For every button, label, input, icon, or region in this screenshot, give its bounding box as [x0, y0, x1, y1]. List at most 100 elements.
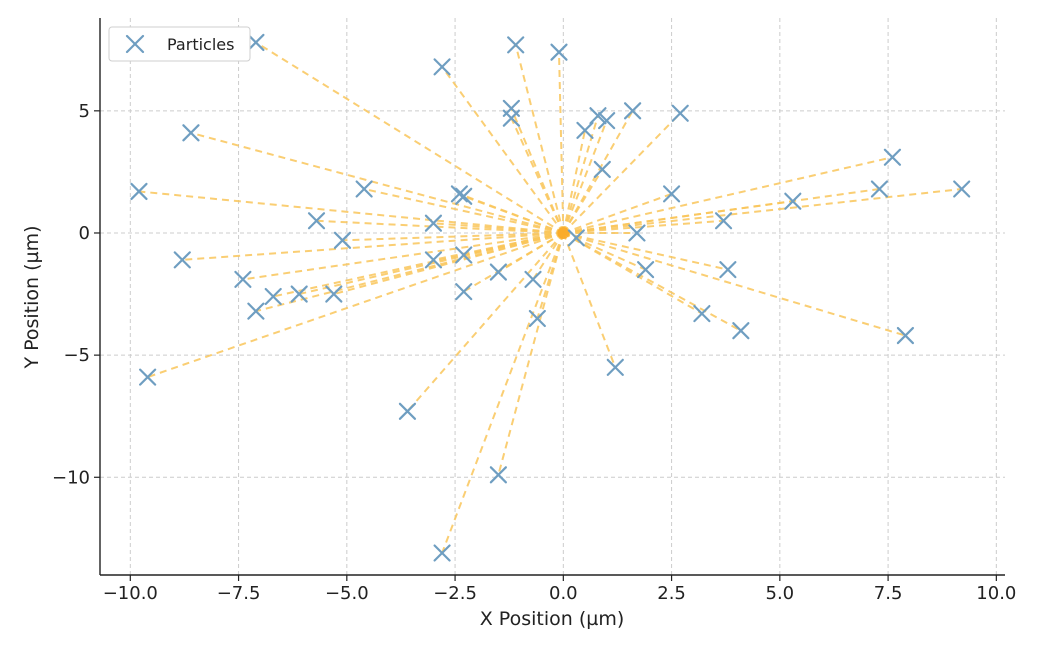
particle-point [234, 270, 252, 288]
particle-point [624, 102, 642, 120]
connector-line [562, 120, 608, 234]
connector-line [562, 232, 742, 332]
particle-point [450, 185, 469, 203]
center-point [557, 226, 570, 239]
legend-marker-icon [125, 34, 145, 54]
particle-point [333, 231, 352, 249]
particle-point [489, 263, 507, 281]
legend-box [108, 26, 251, 62]
particle-point [247, 33, 265, 52]
connector-line [563, 219, 724, 234]
y-axis-label: Y Position (µm) [21, 225, 43, 369]
y-tick-label: −5 [63, 345, 90, 366]
particle-point [550, 43, 568, 61]
particle-point [355, 180, 373, 198]
x-tick-label: 7.5 [874, 583, 903, 604]
connector-line [147, 232, 564, 379]
connector-line [562, 168, 604, 234]
particle-point [424, 214, 443, 232]
particle-point [424, 251, 443, 269]
connector-line [316, 219, 564, 234]
connector-line [562, 115, 599, 234]
connector-line [562, 232, 617, 368]
particle-point [896, 326, 915, 345]
connector-line [138, 190, 564, 234]
connector-line [441, 66, 565, 234]
particle-point [598, 112, 616, 130]
connector-line [342, 231, 564, 242]
connector-line [510, 108, 565, 234]
y-tick-label: −10 [52, 467, 90, 488]
grid [100, 18, 1005, 575]
connector-line [255, 41, 564, 234]
particle-point [325, 285, 343, 303]
connector-line [532, 232, 565, 280]
particle-point [693, 305, 711, 323]
connector-line [510, 117, 565, 234]
x-tick-label: 5.0 [766, 583, 795, 604]
connector-line [255, 232, 564, 313]
connector-line [557, 52, 565, 234]
connector-line [514, 44, 565, 234]
particle-point [606, 358, 624, 376]
y-tick-labels: −10 −5 0 5 [52, 101, 100, 488]
particle-point [139, 368, 157, 386]
x-tick-label: −5.0 [325, 583, 369, 604]
connector-line [563, 232, 729, 271]
particle-point [247, 302, 265, 320]
x-tick-label: 10.0 [976, 583, 1016, 604]
particle-point [589, 107, 607, 125]
particle-point [662, 185, 681, 203]
particle-point [507, 36, 525, 54]
x-tick-label: −10.0 [103, 583, 158, 604]
particle-point [489, 466, 507, 484]
connector-line [563, 232, 906, 337]
connector-line [441, 232, 565, 554]
axes [99, 18, 1005, 576]
center-dot [557, 226, 570, 239]
y-tick-label: 0 [79, 223, 90, 244]
particle-point [593, 160, 611, 179]
connector-lines [138, 41, 962, 554]
particle-point [173, 251, 191, 269]
particle-point [264, 287, 282, 306]
particle-point [433, 544, 451, 562]
particle-point [455, 246, 473, 264]
legend: Particles [108, 26, 251, 62]
particle-point [671, 104, 689, 122]
particle-point [307, 212, 326, 230]
particle-point [455, 187, 473, 205]
particle-point [455, 283, 473, 301]
particle-point [719, 261, 737, 279]
connector-line [406, 232, 565, 412]
particle-point [732, 322, 750, 340]
connector-line [190, 131, 564, 234]
particle-point [870, 180, 889, 198]
connector-line [497, 232, 565, 476]
particle-point [636, 261, 655, 279]
particle-point [502, 109, 520, 127]
particle-point [528, 309, 546, 328]
x-axis-label: X Position (µm) [480, 608, 625, 630]
x-tick-label: −2.5 [433, 583, 477, 604]
x-tick-label: 0.0 [549, 583, 578, 604]
x-tick-label: 2.5 [657, 583, 686, 604]
connector-line [463, 195, 564, 234]
particle-markers [130, 33, 971, 562]
particle-point [398, 402, 417, 420]
connector-line [563, 156, 893, 234]
particle-point [290, 285, 308, 303]
x-tick-labels: −10.0 −7.5 −5.0 −2.5 0.0 2.5 5.0 7.5 10.0 [103, 575, 1016, 604]
particle-point [182, 124, 200, 142]
particle-point [628, 224, 646, 242]
connector-line [563, 200, 793, 234]
connector-line [433, 222, 564, 234]
legend-entry-particles: Particles [167, 35, 234, 54]
connector-line [562, 112, 681, 234]
particle-point [130, 182, 148, 201]
particle-point [784, 192, 802, 210]
y-tick-label: 5 [79, 101, 90, 122]
particle-point [576, 121, 594, 139]
connector-line [242, 231, 564, 281]
